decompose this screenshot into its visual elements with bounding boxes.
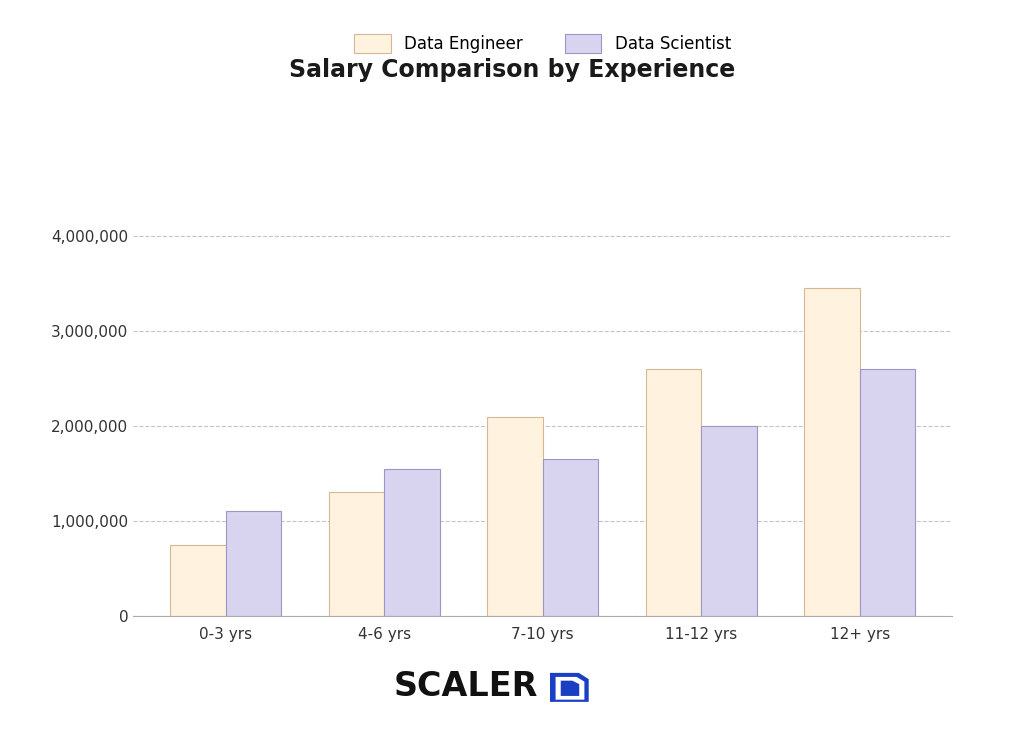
Polygon shape <box>561 680 580 696</box>
Bar <box>170 545 226 616</box>
Bar <box>701 426 757 616</box>
Legend: Data Engineer, Data Scientist: Data Engineer, Data Scientist <box>341 20 744 66</box>
Bar <box>859 369 915 616</box>
Text: SCALER: SCALER <box>394 670 538 703</box>
Text: Salary Comparison by Experience: Salary Comparison by Experience <box>289 59 735 82</box>
Bar <box>487 416 543 616</box>
Polygon shape <box>556 677 585 700</box>
Bar <box>646 369 701 616</box>
Bar <box>804 289 859 616</box>
Bar <box>384 469 439 616</box>
Bar <box>226 511 282 616</box>
Bar <box>543 459 598 616</box>
Polygon shape <box>550 673 589 702</box>
Bar <box>329 493 384 616</box>
